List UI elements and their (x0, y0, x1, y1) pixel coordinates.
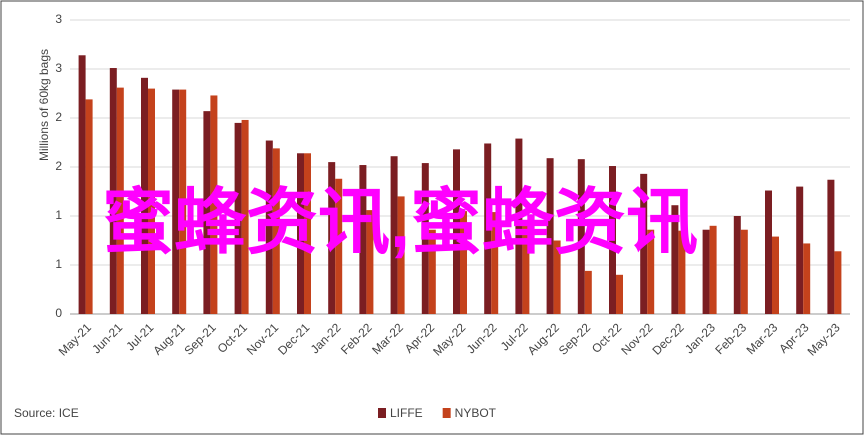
y-tick-label: 2 (55, 159, 62, 173)
bar (584, 270, 592, 314)
watermark: 蜜蜂资讯,蜜蜂资讯 (102, 183, 698, 263)
bar (616, 274, 623, 314)
bar (740, 229, 748, 314)
bar (297, 153, 304, 314)
bar (577, 159, 585, 314)
bar (421, 163, 429, 314)
source: Source: ICE (14, 406, 79, 420)
y-axis-label: Millions of 60kg bags (37, 49, 51, 161)
bar (702, 229, 710, 314)
bar (172, 89, 180, 314)
y-tick-label: 1 (55, 208, 62, 222)
bar (546, 158, 554, 314)
bar (141, 77, 148, 314)
bar (553, 240, 561, 314)
bar (796, 186, 804, 314)
bar (203, 111, 211, 314)
legend-label: NYBOT (455, 406, 497, 420)
bar (428, 229, 436, 314)
bar (484, 143, 492, 314)
y-tick-label: 3 (55, 61, 62, 75)
bar (733, 216, 741, 314)
bar (272, 148, 280, 314)
bar (765, 190, 772, 314)
legend-swatch (378, 408, 386, 418)
bar (85, 99, 93, 314)
bar (359, 165, 367, 314)
bar (78, 55, 86, 314)
bar (671, 205, 679, 314)
legend-swatch (442, 408, 451, 418)
bar (109, 68, 117, 315)
y-tick-label: 3 (55, 12, 62, 26)
y-tick-label: 1 (55, 257, 62, 271)
bar (647, 229, 655, 314)
bar (827, 179, 835, 314)
bar (328, 162, 336, 314)
bar (304, 153, 311, 314)
bar (335, 178, 343, 314)
bar (366, 210, 374, 314)
bar (834, 251, 842, 314)
bar (397, 196, 405, 314)
bar (522, 225, 530, 314)
bar (453, 149, 460, 314)
y-tick-label: 0 (55, 306, 62, 320)
bar (515, 138, 523, 314)
bar (772, 236, 779, 314)
bar (179, 89, 187, 314)
bar (803, 243, 811, 314)
bar (460, 211, 467, 314)
bar (241, 119, 249, 315)
y-tick-label: 2 (55, 110, 62, 124)
bar (609, 166, 616, 314)
bar (116, 87, 124, 315)
bar (640, 173, 648, 314)
bar (709, 225, 717, 314)
legend-label: LIFFE (390, 406, 423, 420)
bar (148, 88, 155, 314)
bar (390, 156, 398, 314)
bar (265, 140, 273, 314)
bar (234, 122, 242, 315)
bar (678, 230, 686, 314)
bar (491, 212, 499, 314)
bar (210, 95, 218, 315)
